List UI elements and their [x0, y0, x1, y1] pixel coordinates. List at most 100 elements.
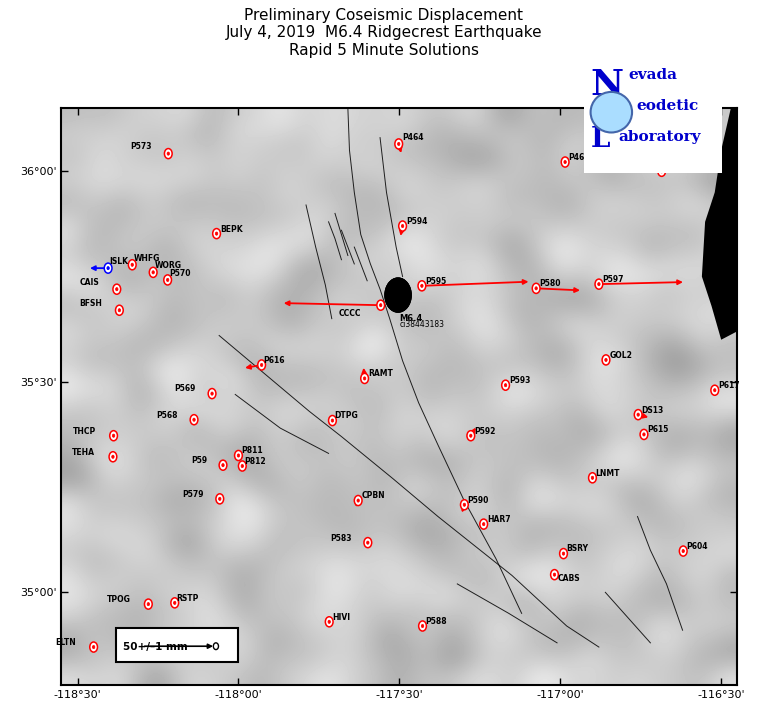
Circle shape [532, 283, 540, 293]
Text: L: L [591, 125, 610, 153]
Circle shape [395, 139, 402, 149]
Circle shape [591, 476, 594, 479]
Text: P616: P616 [263, 356, 285, 365]
Circle shape [604, 358, 607, 361]
Text: ELTN: ELTN [55, 638, 76, 647]
Text: P595: P595 [425, 277, 446, 286]
Circle shape [237, 454, 240, 457]
Text: P617: P617 [718, 381, 740, 390]
Circle shape [399, 221, 406, 231]
Circle shape [377, 300, 385, 310]
Circle shape [234, 451, 243, 461]
Circle shape [118, 309, 121, 312]
Circle shape [505, 384, 507, 386]
Circle shape [643, 433, 645, 436]
Text: M6.4: M6.4 [399, 314, 423, 323]
Circle shape [214, 643, 218, 650]
Circle shape [682, 549, 684, 553]
Text: 50+/–1 mm: 50+/–1 mm [123, 642, 187, 652]
Text: P59: P59 [191, 456, 207, 465]
Circle shape [109, 451, 117, 462]
Circle shape [258, 360, 266, 370]
Text: ISLK: ISLK [110, 257, 129, 266]
Text: N: N [591, 68, 624, 102]
Circle shape [562, 552, 564, 555]
Circle shape [92, 645, 94, 649]
Circle shape [398, 142, 400, 146]
Text: P812: P812 [244, 457, 266, 466]
Polygon shape [386, 283, 407, 312]
Circle shape [363, 377, 366, 380]
Circle shape [113, 284, 121, 294]
Circle shape [713, 389, 716, 392]
Circle shape [366, 541, 369, 544]
Text: P580: P580 [539, 279, 561, 288]
FancyBboxPatch shape [584, 65, 722, 173]
Polygon shape [702, 95, 737, 340]
Circle shape [551, 570, 558, 580]
Circle shape [354, 495, 362, 505]
Circle shape [657, 167, 666, 177]
Circle shape [128, 260, 136, 270]
Circle shape [326, 616, 333, 627]
Circle shape [164, 275, 171, 285]
Text: BFSH: BFSH [79, 299, 101, 308]
Circle shape [90, 642, 98, 652]
Circle shape [463, 503, 465, 506]
Circle shape [164, 149, 172, 159]
Circle shape [213, 229, 220, 239]
Circle shape [147, 603, 150, 606]
Circle shape [361, 373, 369, 384]
Text: CPBN: CPBN [362, 492, 385, 500]
Circle shape [331, 419, 333, 423]
Circle shape [167, 278, 169, 281]
Text: P596: P596 [665, 162, 687, 171]
Text: P592: P592 [474, 427, 495, 435]
Circle shape [219, 460, 227, 470]
Circle shape [482, 523, 485, 526]
Text: P811: P811 [242, 446, 263, 456]
Text: G: G [603, 103, 620, 121]
Circle shape [152, 271, 154, 274]
Circle shape [190, 415, 198, 425]
Circle shape [241, 464, 243, 468]
Circle shape [115, 288, 118, 291]
Text: aboratory: aboratory [618, 130, 700, 143]
Text: GOL2: GOL2 [609, 351, 632, 360]
Circle shape [588, 473, 596, 483]
Text: P597: P597 [602, 275, 624, 284]
Circle shape [564, 161, 566, 164]
Circle shape [144, 599, 152, 609]
Circle shape [115, 305, 123, 315]
Text: P615: P615 [647, 425, 668, 434]
Circle shape [637, 413, 640, 416]
Text: P568: P568 [157, 410, 178, 420]
Text: CAIS: CAIS [79, 278, 99, 287]
Circle shape [680, 546, 687, 556]
Circle shape [461, 500, 468, 510]
Circle shape [107, 267, 109, 270]
Text: TEHA: TEHA [72, 448, 95, 456]
Text: RAMT: RAMT [368, 369, 392, 379]
Circle shape [379, 304, 382, 307]
Circle shape [553, 573, 556, 576]
Circle shape [104, 263, 112, 273]
Circle shape [502, 380, 509, 390]
Text: P579: P579 [182, 490, 204, 499]
Circle shape [480, 519, 488, 529]
Circle shape [170, 598, 179, 608]
Circle shape [660, 169, 663, 173]
Text: eodetic: eodetic [636, 99, 698, 112]
Circle shape [110, 430, 118, 441]
Text: P590: P590 [468, 495, 489, 505]
Circle shape [595, 279, 603, 289]
Circle shape [216, 494, 223, 504]
Circle shape [602, 355, 610, 365]
Circle shape [419, 621, 426, 631]
Circle shape [711, 385, 719, 395]
Text: WORG: WORG [155, 261, 182, 270]
Circle shape [211, 392, 214, 395]
Text: P573: P573 [131, 143, 152, 151]
Circle shape [208, 389, 216, 399]
Circle shape [329, 415, 336, 425]
